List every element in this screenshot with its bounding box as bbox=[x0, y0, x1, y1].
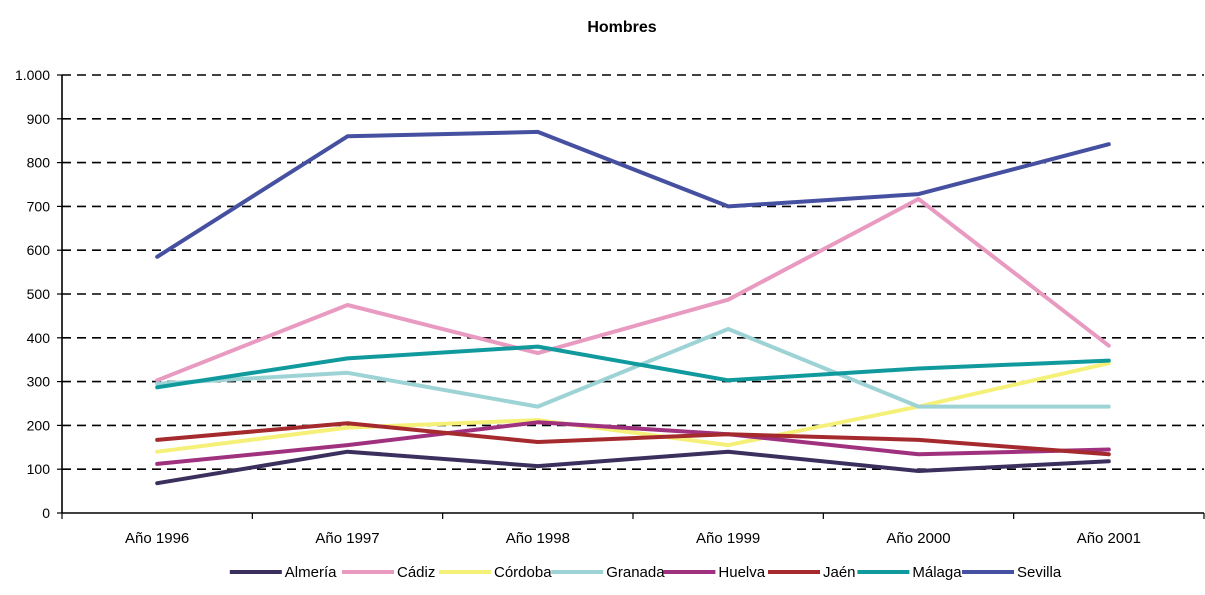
y-tick-label: 100 bbox=[27, 461, 51, 477]
x-tick-label: Año 1996 bbox=[125, 530, 189, 547]
y-tick-label: 0 bbox=[42, 505, 50, 521]
y-tick-label: 300 bbox=[27, 374, 51, 390]
legend-item: Sevilla bbox=[962, 564, 1062, 581]
y-tick-label: 400 bbox=[27, 330, 51, 346]
legend-label: Jaén bbox=[823, 564, 856, 581]
legend-item: Jaén bbox=[768, 564, 856, 581]
legend-label: Huelva bbox=[718, 564, 765, 581]
series-line bbox=[155, 420, 1111, 466]
legend-item: Málaga bbox=[857, 564, 962, 581]
series-line bbox=[155, 449, 1111, 486]
legend-label: Sevilla bbox=[1017, 564, 1062, 581]
axes: 0 100 200 300 400 500 600 700 800 900 1.000 Año 199… bbox=[15, 67, 1205, 547]
series-line bbox=[155, 421, 1111, 457]
y-tick-label: 1.000 bbox=[15, 67, 50, 83]
series-line bbox=[155, 344, 1111, 390]
series-line bbox=[155, 129, 1111, 259]
legend-label: Almería bbox=[285, 564, 337, 581]
x-tick-label: Año 2001 bbox=[1077, 530, 1141, 547]
series-line bbox=[155, 197, 1111, 383]
y-tick-label: 700 bbox=[27, 198, 51, 214]
legend-item: Córdoba bbox=[439, 564, 552, 581]
y-tick-label: 600 bbox=[27, 242, 51, 258]
legend: Almería Cádiz Córdoba Granada Huelva Jaén Mála… bbox=[229, 564, 1062, 581]
legend-label: Cádiz bbox=[397, 564, 435, 581]
y-tick-label: 200 bbox=[27, 417, 51, 433]
x-tick-label: Año 1999 bbox=[696, 530, 760, 547]
grid bbox=[62, 74, 1204, 471]
x-tick-label: Año 1998 bbox=[506, 530, 570, 547]
x-tick-label: Año 2000 bbox=[886, 530, 950, 547]
legend-label: Córdoba bbox=[494, 564, 552, 581]
series-line bbox=[155, 361, 1111, 454]
y-tick-label: 900 bbox=[27, 111, 51, 127]
x-tick-label: Año 1997 bbox=[315, 530, 379, 547]
legend-label: Málaga bbox=[912, 564, 962, 581]
legend-item: Huelva bbox=[663, 564, 766, 581]
y-tick-label: 500 bbox=[27, 286, 51, 302]
series-line bbox=[155, 327, 1111, 409]
y-tick-label: 800 bbox=[27, 155, 51, 171]
series-lines bbox=[155, 129, 1111, 486]
legend-item: Almería bbox=[229, 564, 337, 581]
legend-item: Cádiz bbox=[342, 564, 435, 581]
chart-title: Hombres bbox=[587, 19, 656, 36]
legend-item: Granada bbox=[551, 564, 665, 581]
legend-label: Granada bbox=[606, 564, 665, 581]
